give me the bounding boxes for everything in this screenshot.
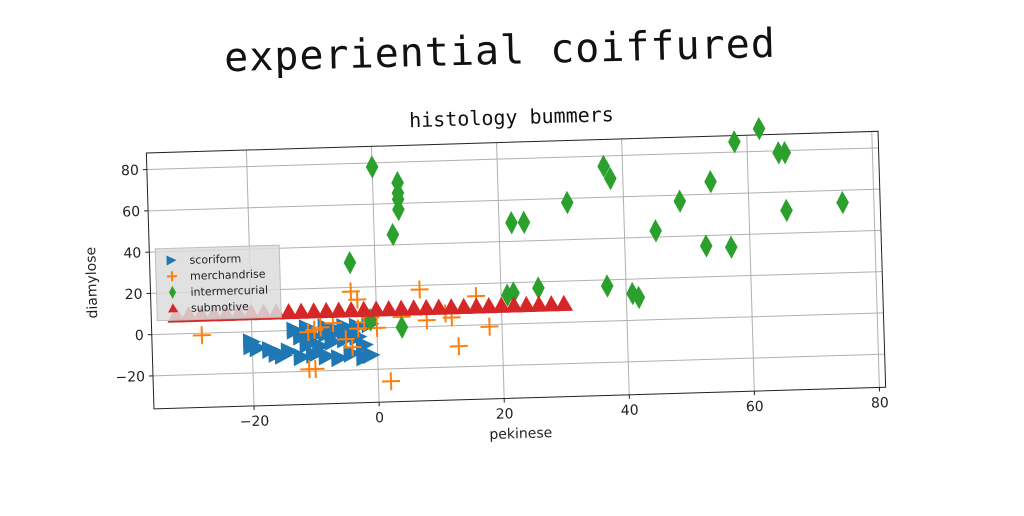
data-point (728, 130, 741, 154)
chart-root: histology bummers −20 0 20 40 60 80 −20 0 20 40 60… (79, 94, 889, 455)
y-axis-label: diamylose (83, 247, 101, 319)
data-point (505, 211, 518, 235)
y-tick-label: 0 (135, 328, 144, 344)
data-point (480, 317, 499, 336)
x-tick-label: 60 (746, 399, 764, 416)
data-point (365, 155, 378, 179)
y-grid-line (148, 189, 880, 211)
data-point (410, 280, 429, 299)
y-tick-label: −20 (115, 369, 145, 386)
data-point (193, 326, 212, 345)
x-tick-label: −20 (239, 414, 269, 431)
data-point (343, 251, 356, 275)
chart-title: histology bummers (409, 102, 614, 132)
x-grid-line (872, 132, 880, 388)
data-point (601, 274, 614, 298)
x-tick-label: 0 (375, 410, 384, 426)
legend-label: submotive (191, 300, 249, 315)
x-grid-line (497, 143, 505, 399)
data-point (450, 337, 469, 356)
data-point (386, 223, 399, 247)
data-point (836, 191, 849, 215)
data-point (704, 170, 717, 194)
y-grid-line (147, 148, 879, 170)
x-grid-line (371, 146, 379, 402)
x-tick-label: 20 (495, 406, 513, 423)
y-tick-label: 60 (122, 204, 140, 221)
legend-label: merchandrise (190, 268, 266, 283)
data-point (700, 234, 713, 258)
data-point (780, 199, 793, 223)
legend-label: intermercurial (190, 283, 268, 298)
data-point (725, 235, 738, 259)
x-axis-label: pekinese (489, 425, 552, 443)
y-tick-label: 80 (121, 163, 139, 180)
legend-label: scoriform (189, 252, 241, 267)
data-point (395, 315, 408, 339)
data-point (517, 210, 530, 234)
x-grid-line (622, 139, 630, 395)
data-point (382, 372, 401, 391)
y-tick-label: 40 (123, 245, 141, 262)
x-tick-label: 40 (621, 403, 639, 420)
data-point (561, 191, 574, 215)
data-point (649, 219, 662, 243)
data-point (555, 295, 573, 312)
data-point (673, 189, 686, 213)
y-tick-label: 20 (125, 287, 143, 304)
x-grid-line (747, 135, 755, 391)
x-tick-label: 80 (871, 395, 889, 412)
data-point (752, 117, 765, 141)
